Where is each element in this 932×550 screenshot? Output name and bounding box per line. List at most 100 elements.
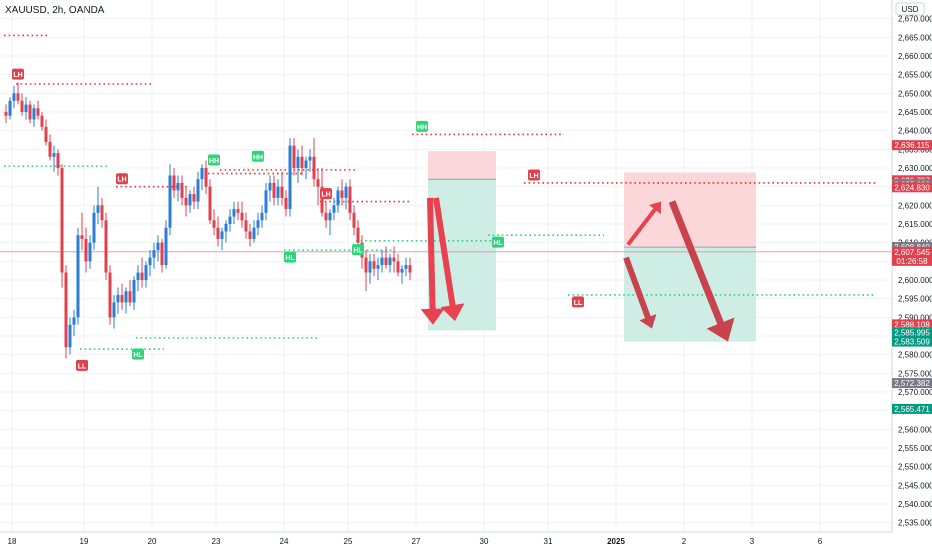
swing-label-text: HH <box>253 154 263 161</box>
candle-body <box>240 212 244 221</box>
candle-body <box>288 145 292 210</box>
candle <box>8 97 12 120</box>
candle-body <box>224 224 228 232</box>
candle-body <box>96 205 100 213</box>
candle <box>132 276 136 310</box>
swing-label: LH <box>528 169 540 181</box>
candle <box>168 164 172 236</box>
candle-body <box>312 156 316 180</box>
candle <box>300 145 304 176</box>
y-tick-label: 2,650.000 <box>898 89 932 98</box>
candle-body <box>4 112 8 116</box>
candle <box>172 168 176 198</box>
candles <box>4 82 412 359</box>
candle <box>264 182 268 221</box>
candle <box>68 317 72 355</box>
candle-body <box>40 115 44 127</box>
candle-body <box>108 272 112 318</box>
candle-body <box>68 324 72 348</box>
candle-body <box>372 261 376 269</box>
swing-label-badge <box>284 251 296 263</box>
candle-body <box>304 160 308 168</box>
candle <box>152 242 156 269</box>
candle-body <box>140 272 144 280</box>
y-tick-label: 2,540.000 <box>898 500 932 509</box>
swing-label-text: HL <box>493 240 503 247</box>
candle-body <box>328 212 332 221</box>
candle <box>176 175 180 202</box>
candle-body <box>348 186 352 213</box>
swing-labels: LH LH HH HH LH HH LH LL HL HL HL HL LL <box>12 68 584 371</box>
price-tag: 2,585.995 <box>892 327 932 338</box>
price-tag-label: 2,607.545 <box>894 248 930 257</box>
candle <box>124 287 128 314</box>
price-tag-bg <box>892 140 932 151</box>
candle <box>336 186 340 213</box>
candle-body <box>156 242 160 251</box>
arrow-icon <box>420 197 445 325</box>
candle-body <box>32 108 36 120</box>
candle-body <box>160 242 164 266</box>
swing-label: HL <box>284 251 296 263</box>
candle-body <box>388 257 392 266</box>
price-tag-label: 2,565.471 <box>894 405 930 414</box>
candle <box>404 257 408 277</box>
candle <box>392 246 396 273</box>
x-tick-label: 2025 <box>607 537 625 546</box>
price-tag-countdown: 01:26:58 <box>896 257 928 266</box>
y-tick-label: 2,670.000 <box>898 15 932 24</box>
arrow-icon <box>623 256 657 329</box>
candle <box>260 205 264 228</box>
x-tick-label: 18 <box>8 537 17 546</box>
candle <box>276 179 280 206</box>
candle-body <box>192 194 196 202</box>
candle-body <box>80 235 84 239</box>
candle-body <box>284 197 288 210</box>
candle-body <box>200 168 204 180</box>
candle <box>204 160 208 195</box>
swing-label-text: HL <box>353 248 363 255</box>
candle-body <box>212 220 216 228</box>
swing-label-text: HH <box>417 124 427 131</box>
candle <box>84 227 88 273</box>
candle <box>144 261 148 288</box>
y-tick-label: 2,535.000 <box>898 519 932 528</box>
candle-body <box>84 238 88 262</box>
candle <box>20 93 24 116</box>
candle <box>140 257 144 288</box>
candle-body <box>228 216 232 224</box>
position-zones <box>428 151 756 342</box>
candle-body <box>116 294 120 303</box>
candle <box>92 205 96 251</box>
x-tick-label: 20 <box>148 537 157 546</box>
price-tag-bg <box>892 246 932 266</box>
currency-badge <box>895 2 925 16</box>
symbol-title: XAUUSD, 2h, OANDA <box>5 5 105 16</box>
price-tag-bg <box>892 336 932 347</box>
candle-body <box>396 261 400 273</box>
candle <box>188 190 192 213</box>
candle <box>112 294 116 329</box>
candle <box>196 171 200 210</box>
x-tick-label: 2 <box>682 537 687 546</box>
swing-label-text: LL <box>78 363 87 370</box>
candle <box>324 201 328 228</box>
candle-body <box>20 100 24 112</box>
candle-body <box>220 231 224 239</box>
candle <box>52 145 56 172</box>
candle <box>164 220 168 269</box>
candle-body <box>36 108 40 116</box>
candle <box>232 201 236 224</box>
candle-body <box>280 186 284 198</box>
arrow-icon <box>433 197 465 322</box>
candle <box>316 168 320 206</box>
y-tick-label: 2,590.000 <box>898 313 932 322</box>
candle-body <box>28 104 32 120</box>
swing-label-badge <box>492 236 504 248</box>
candle-body <box>176 182 180 191</box>
candle <box>28 100 32 124</box>
swing-label: LH <box>116 173 128 185</box>
